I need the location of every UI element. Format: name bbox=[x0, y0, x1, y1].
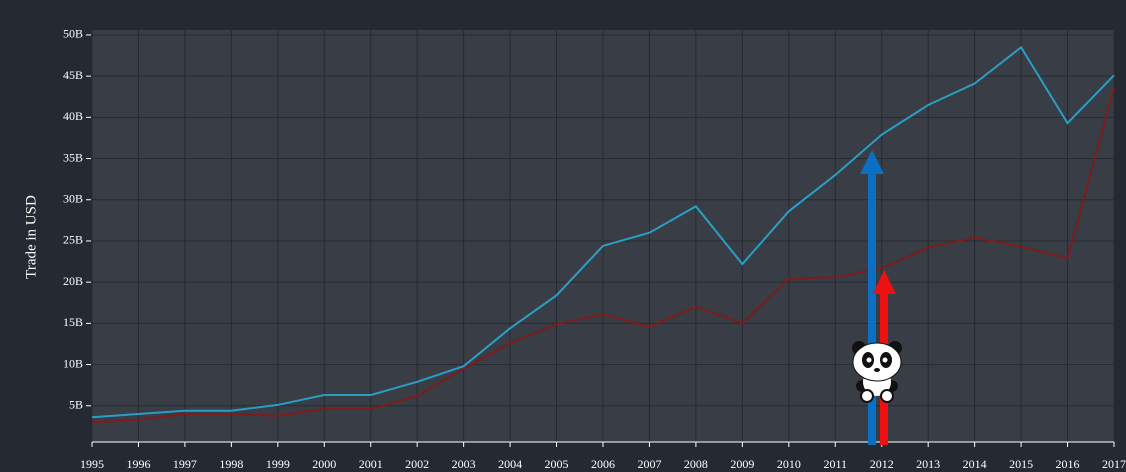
x-tick-label: 2004 bbox=[498, 457, 522, 471]
x-tick-label: 1999 bbox=[266, 457, 290, 471]
y-tick-label: 5B bbox=[69, 397, 83, 411]
x-tick-label: 2006 bbox=[591, 457, 615, 471]
x-tick-label: 2013 bbox=[916, 457, 940, 471]
x-tick-label: 2015 bbox=[1009, 457, 1033, 471]
x-tick-label: 2001 bbox=[359, 457, 383, 471]
y-tick-label: 45B bbox=[63, 68, 83, 82]
x-tick-label: 2003 bbox=[452, 457, 476, 471]
x-tick-label: 2010 bbox=[777, 457, 801, 471]
x-tick-label: 2008 bbox=[684, 457, 708, 471]
page: Trade in USD 5B 10B 15B 20B 25B 30B 35B 40B 45B 5… bbox=[0, 0, 1126, 472]
x-tick-label: 2000 bbox=[312, 457, 336, 471]
y-tick-label: 15B bbox=[63, 315, 83, 329]
x-tick-label: 2012 bbox=[870, 457, 894, 471]
x-tick-label: 1997 bbox=[173, 457, 197, 471]
y-tick-label: 50B bbox=[63, 27, 83, 41]
y-axis-label: Trade in USD bbox=[23, 195, 39, 279]
y-tick-label: 25B bbox=[63, 233, 83, 247]
y-tick-label: 35B bbox=[63, 150, 83, 164]
x-tick-label: 2016 bbox=[1056, 457, 1080, 471]
x-tick-label: 2007 bbox=[637, 457, 661, 471]
x-tick-label: 1998 bbox=[219, 457, 243, 471]
y-tick-label: 30B bbox=[63, 191, 83, 205]
y-tick-label: 20B bbox=[63, 274, 83, 288]
chart: Trade in USD 5B 10B 15B 20B 25B 30B 35B 40B 45B 5… bbox=[0, 0, 1126, 472]
y-tick-label: 10B bbox=[63, 356, 83, 370]
x-tick-label: 2017 bbox=[1102, 457, 1126, 471]
x-tick-label: 2009 bbox=[730, 457, 754, 471]
x-tick-label: 2011 bbox=[823, 457, 847, 471]
x-tick-label: 2005 bbox=[545, 457, 569, 471]
x-tick-label: 1995 bbox=[80, 457, 104, 471]
x-tick-label: 2014 bbox=[963, 457, 987, 471]
x-tick-label: 2002 bbox=[405, 457, 429, 471]
y-tick-label: 40B bbox=[63, 109, 83, 123]
x-tick-label: 1996 bbox=[126, 457, 150, 471]
